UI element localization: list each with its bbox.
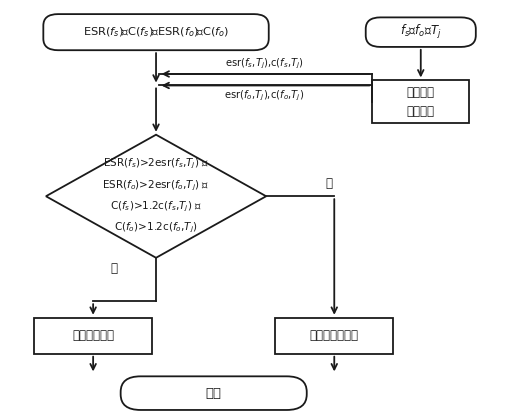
FancyBboxPatch shape [366,17,476,47]
Text: 查询电容
数据手册: 查询电容 数据手册 [407,86,435,118]
FancyBboxPatch shape [34,318,152,354]
Text: 结束: 结束 [206,387,222,400]
FancyBboxPatch shape [121,376,307,410]
Text: $f_s$、$f_o$、$T_j$: $f_s$、$f_o$、$T_j$ [400,23,442,41]
FancyBboxPatch shape [275,318,393,354]
Text: C($f_o$)>1.2c($f_o$,$T_j$): C($f_o$)>1.2c($f_o$,$T_j$) [114,221,198,235]
Text: ESR($f_o$)>2esr($f_o$,$T_j$) 或: ESR($f_o$)>2esr($f_o$,$T_j$) 或 [102,178,210,193]
Text: C($f_s$)>1.2c($f_s$,$T_j$) 或: C($f_s$)>1.2c($f_s$,$T_j$) 或 [110,200,202,214]
Text: 电容不需要更换: 电容不需要更换 [310,329,359,342]
Text: 电容需要更换: 电容需要更换 [72,329,114,342]
Text: 是: 是 [111,261,118,275]
Text: esr($f_s$,$T_j$),c($f_s$,$T_j$): esr($f_s$,$T_j$),c($f_s$,$T_j$) [225,56,304,71]
Text: 否: 否 [326,178,333,190]
Text: ESR($f_s$)、C($f_s$)、ESR($f_o$)、C($f_o$): ESR($f_s$)、C($f_s$)、ESR($f_o$)、C($f_o$) [83,25,229,39]
FancyBboxPatch shape [43,14,269,50]
Text: esr($f_o$,$T_j$),c($f_o$,$T_j$): esr($f_o$,$T_j$),c($f_o$,$T_j$) [224,89,304,103]
FancyBboxPatch shape [372,81,469,123]
Text: ESR($f_s$)>2esr($f_s$,$T_j$) 或: ESR($f_s$)>2esr($f_s$,$T_j$) 或 [103,157,209,171]
Polygon shape [46,135,266,258]
